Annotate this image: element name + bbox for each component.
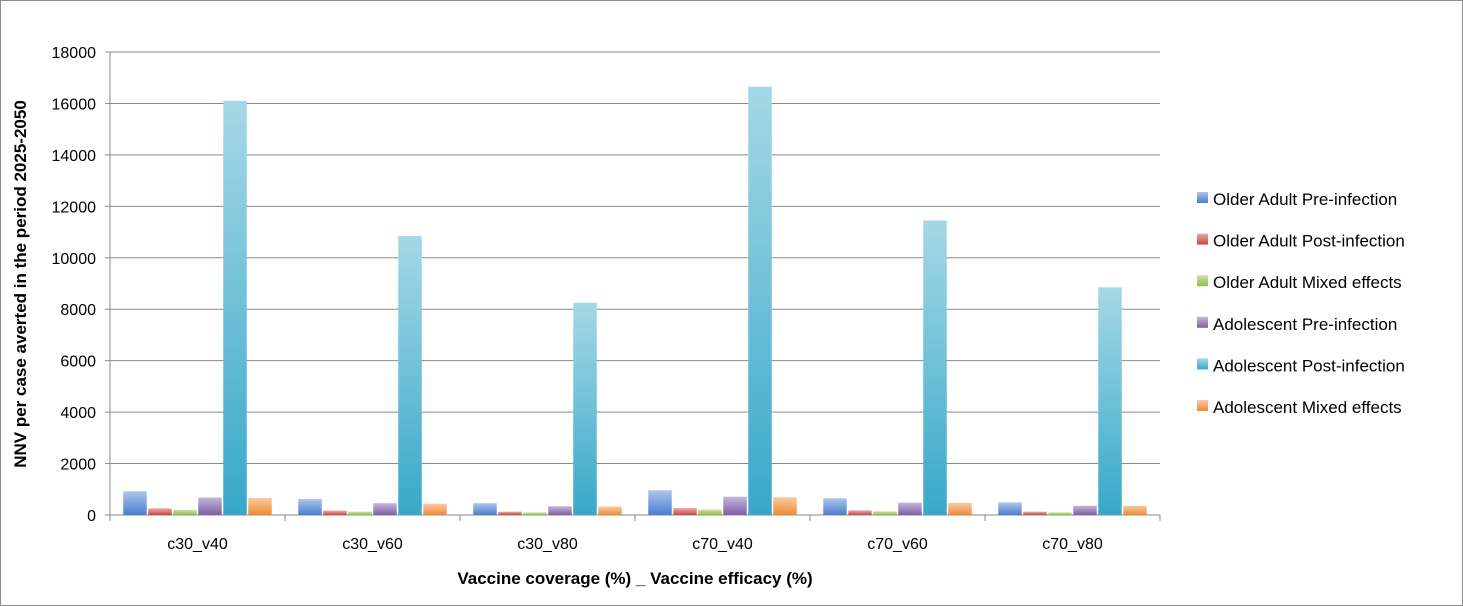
bar <box>1048 512 1072 515</box>
x-tick-labels: c30_v40 c30_v60 c30_v80 c70_v40 c70_v60 c70_v… <box>167 536 1103 553</box>
bar <box>748 86 772 515</box>
y-tick-label: 18000 <box>52 45 97 62</box>
y-tick-label: 12000 <box>52 199 97 216</box>
bar <box>698 509 722 515</box>
x-axis-title: Vaccine coverage (%) _ Vaccine efficacy … <box>457 569 812 588</box>
x-tick-label: c30_v80 <box>517 536 578 553</box>
legend-swatch <box>1197 275 1208 287</box>
bar <box>548 506 572 515</box>
legend-label: Adolescent Post-infection <box>1213 356 1405 375</box>
bar <box>573 302 597 515</box>
legend: Older Adult Pre-infection Older Adult Pos… <box>1197 190 1405 417</box>
bar <box>348 511 372 515</box>
bar <box>898 502 922 515</box>
bar <box>673 508 697 515</box>
y-tick-label: 14000 <box>52 148 97 165</box>
bar <box>848 510 872 515</box>
x-tick-label: c70_v40 <box>692 536 753 553</box>
y-tick-label: 2000 <box>60 457 96 474</box>
y-axis-title: NNV per case averted in the period 2025-… <box>11 100 30 468</box>
bar <box>423 503 447 515</box>
bar <box>223 100 247 515</box>
bar <box>923 220 947 515</box>
x-tick-label: c70_v60 <box>867 536 928 553</box>
bar <box>523 512 547 515</box>
bar <box>598 506 622 515</box>
bars <box>123 86 1147 516</box>
bar <box>473 503 497 515</box>
bar <box>323 510 347 515</box>
y-tick-label: 10000 <box>52 251 97 268</box>
gridlines <box>105 51 1161 521</box>
legend-swatch <box>1197 400 1208 411</box>
x-tick-label: c30_v40 <box>167 536 228 553</box>
bar <box>123 491 147 515</box>
bar <box>648 490 672 515</box>
bar <box>948 502 972 515</box>
bar <box>1023 511 1047 515</box>
bar <box>148 508 172 515</box>
y-tick-label: 0 <box>87 508 96 525</box>
bar <box>873 511 897 515</box>
bar <box>1098 287 1122 515</box>
bar <box>373 503 397 515</box>
bar <box>723 496 747 515</box>
legend-swatch <box>1197 192 1208 203</box>
y-tick-label: 8000 <box>60 302 96 319</box>
legend-label: Older Adult Mixed effects <box>1213 273 1402 292</box>
bar <box>1123 505 1147 515</box>
legend-label: Adolescent Pre-infection <box>1213 315 1397 334</box>
legend-swatch <box>1197 316 1208 328</box>
x-tick-label: c30_v60 <box>342 536 403 553</box>
y-tick-labels: 0 2000 4000 6000 8000 10000 12000 14000 16000 180… <box>52 45 97 525</box>
legend-label: Older Adult Post-infection <box>1213 232 1405 251</box>
legend-swatch <box>1197 358 1208 370</box>
bar <box>298 499 322 515</box>
bar <box>498 511 522 515</box>
bar <box>773 497 797 515</box>
bar <box>248 498 272 515</box>
legend-swatch <box>1197 233 1208 245</box>
bar <box>1073 505 1097 515</box>
bar <box>398 235 422 516</box>
y-tick-label: 4000 <box>60 405 96 422</box>
y-tick-label: 6000 <box>60 354 96 371</box>
bar <box>998 502 1022 515</box>
y-tick-label: 16000 <box>52 96 97 113</box>
x-tick-label: c70_v80 <box>1042 536 1103 553</box>
legend-label: Adolescent Mixed effects <box>1213 398 1402 417</box>
legend-label: Older Adult Pre-infection <box>1213 190 1397 209</box>
bar <box>198 497 222 515</box>
bar <box>173 509 197 515</box>
bar <box>823 498 847 515</box>
